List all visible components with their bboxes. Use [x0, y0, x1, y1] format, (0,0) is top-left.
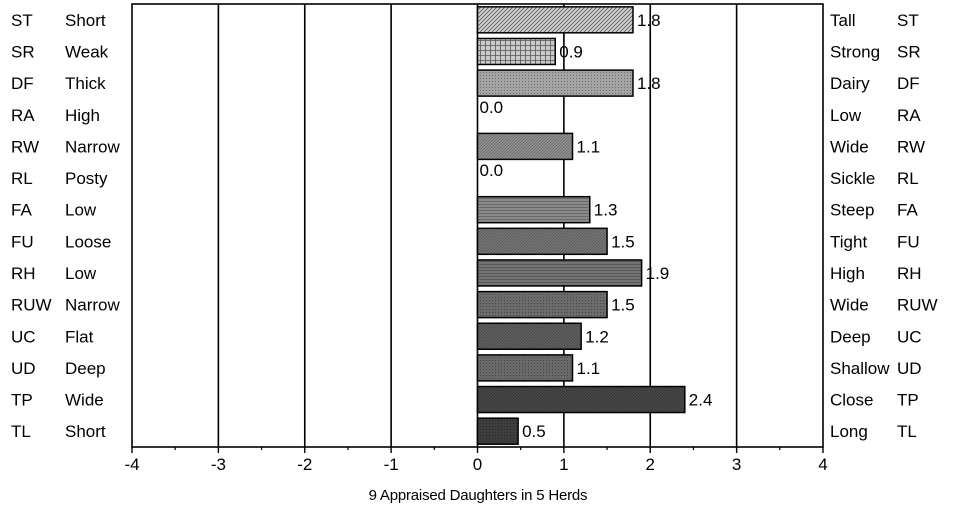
x-tick-label: 4	[818, 455, 827, 474]
x-axis-title: 9 Appraised Daughters in 5 Herds	[368, 487, 588, 504]
trait-high-label-fu: Tight	[830, 232, 867, 251]
value-label-rh: 1.9	[646, 264, 670, 283]
x-tick-label: -4	[124, 455, 139, 474]
trait-code-right-ruw: RUW	[897, 296, 938, 315]
trait-low-label-ra: High	[65, 106, 100, 125]
trait-code-left-ra: RA	[11, 106, 35, 125]
trait-low-label-rw: Narrow	[65, 137, 121, 156]
trait-code-left-tp: TP	[11, 391, 33, 410]
trait-code-left-rw: RW	[11, 137, 39, 156]
x-tick-label: 0	[473, 455, 482, 474]
x-tick-label: 2	[646, 455, 655, 474]
trait-high-label-rw: Wide	[830, 137, 869, 156]
trait-high-label-ra: Low	[830, 106, 862, 125]
trait-code-right-tl: TL	[897, 422, 917, 441]
trait-low-label-ruw: Narrow	[65, 296, 121, 315]
trait-low-label-ud: Deep	[65, 359, 106, 378]
bar-ruw	[476, 290, 608, 319]
value-label-sr: 0.9	[559, 42, 583, 61]
trait-code-left-fa: FA	[11, 201, 32, 220]
value-label-tl: 0.5	[522, 422, 546, 441]
value-label-fu: 1.5	[611, 232, 635, 251]
trait-code-right-fu: FU	[897, 232, 920, 251]
value-label-fa: 1.3	[594, 201, 618, 220]
trait-low-label-tp: Wide	[65, 391, 104, 410]
value-label-rl: 0.0	[480, 161, 504, 180]
labels: -4 -3 -2 -1 0 1 2 3 4 ST Short Tall ST 1.8 SR Weak Stron…	[11, 11, 938, 474]
trait-high-label-df: Dairy	[830, 74, 870, 93]
trait-code-right-rl: RL	[897, 169, 919, 188]
trait-code-right-rh: RH	[897, 264, 922, 283]
trait-code-right-st: ST	[897, 11, 919, 30]
trait-high-label-st: Tall	[830, 11, 856, 30]
trait-code-right-tp: TP	[897, 391, 919, 410]
trait-high-label-tl: Long	[830, 422, 868, 441]
bar-ud	[476, 354, 574, 382]
trait-code-right-ud: UD	[897, 359, 922, 378]
value-label-ud: 1.1	[577, 359, 601, 378]
bar-tl	[476, 417, 519, 445]
trait-code-right-sr: SR	[897, 42, 921, 61]
trait-code-right-uc: UC	[897, 327, 922, 346]
x-tick-label: -3	[211, 455, 226, 474]
trait-code-left-fu: FU	[11, 232, 34, 251]
trait-high-label-ud: Shallow	[830, 359, 890, 378]
value-label-ruw: 1.5	[611, 296, 635, 315]
value-label-tp: 2.4	[689, 391, 713, 410]
trait-code-left-df: DF	[11, 74, 34, 93]
bar-tp	[476, 385, 686, 414]
trait-low-label-rh: Low	[65, 264, 97, 283]
bar-rw	[476, 132, 574, 161]
plot-frame	[131, 3, 824, 453]
x-tick-label: 1	[559, 455, 568, 474]
trait-high-label-fa: Steep	[830, 201, 874, 220]
trait-high-label-rh: High	[830, 264, 865, 283]
bar-uc	[476, 322, 582, 350]
trait-low-label-sr: Weak	[65, 42, 109, 61]
value-label-rw: 1.1	[577, 137, 601, 156]
trait-code-left-st: ST	[11, 11, 33, 30]
trait-high-label-tp: Close	[830, 391, 873, 410]
bar-rh	[476, 259, 643, 287]
trait-code-right-fa: FA	[897, 201, 918, 220]
trait-code-right-df: DF	[897, 74, 920, 93]
trait-low-label-uc: Flat	[65, 327, 94, 346]
value-label-st: 1.8	[637, 11, 661, 30]
value-label-ra: 0.0	[480, 98, 504, 117]
bar-df	[476, 69, 634, 97]
trait-high-label-sr: Strong	[830, 42, 880, 61]
trait-code-left-ruw: RUW	[11, 296, 52, 315]
trait-high-label-rl: Sickle	[830, 169, 875, 188]
trait-low-label-fa: Low	[65, 201, 97, 220]
trait-high-label-ruw: Wide	[830, 296, 869, 315]
trait-code-left-ud: UD	[11, 359, 36, 378]
trait-code-left-tl: TL	[11, 422, 31, 441]
trait-low-label-tl: Short	[65, 422, 106, 441]
trait-code-right-ra: RA	[897, 106, 921, 125]
value-label-uc: 1.2	[585, 327, 609, 346]
bar-st	[476, 6, 634, 34]
trait-high-label-uc: Deep	[830, 327, 871, 346]
bars	[476, 6, 686, 445]
trait-code-left-uc: UC	[11, 327, 36, 346]
x-tick-label: 3	[732, 455, 741, 474]
x-tick-label: -1	[384, 455, 399, 474]
trait-code-left-rl: RL	[11, 169, 33, 188]
trait-code-left-sr: SR	[11, 42, 35, 61]
trait-low-label-fu: Loose	[65, 232, 111, 251]
trait-code-right-rw: RW	[897, 137, 925, 156]
x-tick-label: -2	[297, 455, 312, 474]
bar-fa	[476, 195, 591, 224]
trait-low-label-df: Thick	[65, 74, 106, 93]
trait-code-left-rh: RH	[11, 264, 36, 283]
trait-low-label-rl: Posty	[65, 169, 108, 188]
trait-low-label-st: Short	[65, 11, 106, 30]
bar-sr	[476, 37, 556, 66]
value-label-df: 1.8	[637, 74, 661, 93]
bar-fu	[476, 227, 608, 256]
